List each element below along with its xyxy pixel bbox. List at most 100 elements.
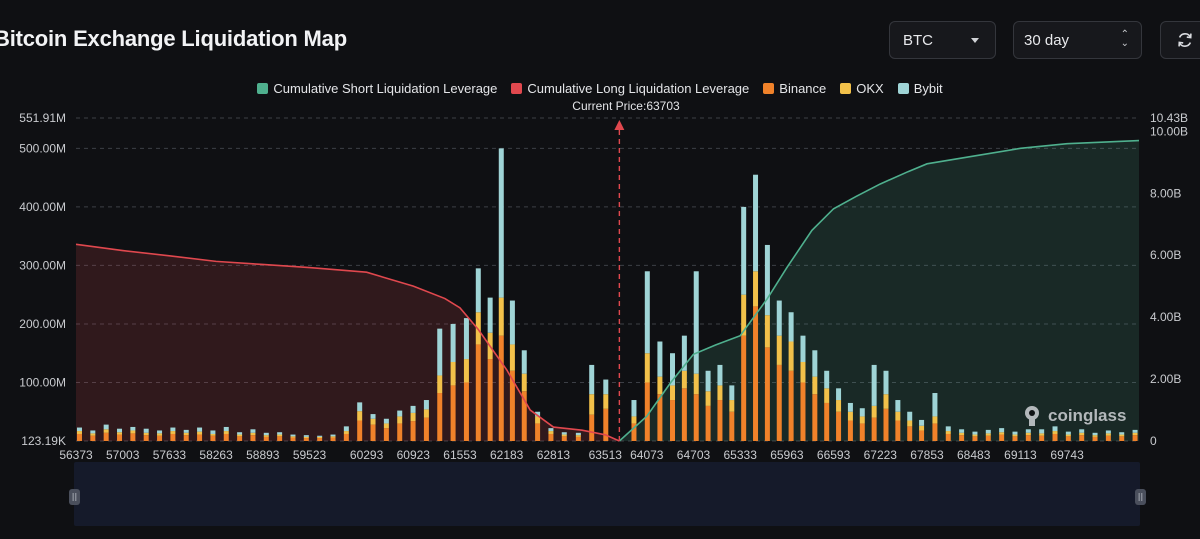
bar-bybit — [423, 400, 429, 410]
bar-bybit — [1119, 432, 1125, 435]
bar-binance — [463, 382, 469, 441]
x-tick-label: 69743 — [1050, 448, 1084, 462]
legend-label: Cumulative Long Liquidation Leverage — [527, 81, 750, 96]
x-tick-label: 58263 — [199, 448, 233, 462]
bar-bybit — [487, 297, 493, 333]
bar-bybit — [1052, 426, 1058, 432]
bar-binance — [157, 435, 163, 441]
bar-bybit — [1132, 429, 1138, 433]
x-tick-label: 67853 — [910, 448, 944, 462]
bar-binance — [498, 335, 504, 441]
bar-okx — [223, 431, 229, 434]
bar-bybit — [170, 427, 176, 432]
bar-okx — [657, 376, 663, 395]
bar-binance — [945, 433, 951, 441]
bar-okx — [859, 416, 865, 424]
x-tick-label: 62813 — [537, 448, 571, 462]
up-down-chevron-icon: ⌃ ⌄ — [1120, 29, 1129, 49]
bar-bybit — [693, 271, 699, 374]
bar-binance — [1092, 436, 1098, 441]
bar-binance — [1105, 435, 1111, 441]
bar-bybit — [223, 426, 229, 432]
bar-bybit — [76, 427, 82, 432]
refresh-button[interactable] — [1160, 21, 1200, 59]
bar-bybit — [657, 341, 663, 377]
legend-item-short[interactable]: Cumulative Short Liquidation Leverage — [257, 81, 497, 96]
y-left-tick-label: 200.00M — [19, 317, 66, 331]
bar-okx — [895, 411, 901, 421]
legend-swatch — [763, 83, 775, 94]
x-axis: 56373 57003 57633 58263 58893 59523 60293 60923… — [59, 448, 1084, 462]
bar-bybit — [932, 393, 938, 417]
bar-bybit — [681, 335, 687, 371]
zoom-handle-left[interactable]: || — [69, 489, 80, 505]
bar-bybit — [498, 148, 504, 298]
x-tick-label: 65333 — [724, 448, 758, 462]
time-range-select[interactable]: 30 day ⌃ ⌄ — [1013, 21, 1142, 59]
bar-okx — [76, 431, 82, 434]
bar-binance — [631, 423, 637, 441]
coinglass-watermark: coinglass — [1020, 404, 1126, 428]
bar-okx — [90, 433, 96, 436]
y-left-tick-label: 300.00M — [19, 258, 66, 272]
bar-binance — [800, 382, 806, 441]
bar-binance — [370, 424, 376, 441]
zoom-handle-right[interactable]: || — [1135, 489, 1146, 505]
bar-binance — [1119, 436, 1125, 441]
bar-okx — [383, 423, 389, 429]
bar-bybit — [103, 424, 109, 430]
bar-okx — [800, 361, 806, 383]
bar-binance — [932, 423, 938, 441]
bar-bybit — [717, 364, 723, 386]
bar-bybit — [812, 350, 818, 377]
bar-okx — [764, 315, 770, 348]
legend-swatch — [840, 83, 852, 94]
bar-binance — [317, 438, 323, 441]
bar-bybit — [330, 434, 336, 437]
bar-binance — [705, 405, 711, 441]
bar-okx — [945, 431, 951, 434]
bar-bybit — [450, 323, 456, 362]
bar-bybit — [463, 318, 469, 360]
zoom-slider-track[interactable] — [74, 462, 1140, 526]
bar-okx — [631, 416, 637, 424]
bar-okx — [1105, 433, 1111, 436]
coin-select[interactable]: BTC — [889, 21, 996, 59]
refresh-icon — [1178, 33, 1192, 47]
bar-binance — [330, 437, 336, 441]
bar-binance — [357, 420, 363, 441]
y-left-tick-label: 551.91M — [19, 111, 66, 125]
bar-okx — [250, 432, 256, 436]
bar-bybit — [788, 312, 794, 342]
bar-bybit — [959, 429, 965, 433]
current-price-arrow — [614, 120, 625, 130]
bar-okx — [463, 359, 469, 383]
bar-bybit — [670, 353, 676, 386]
bar-binance — [277, 436, 283, 441]
bar-okx — [959, 432, 965, 436]
bar-okx — [824, 388, 830, 403]
bar-bybit — [1025, 429, 1031, 433]
bar-binance — [1079, 435, 1085, 441]
short-line — [618, 139, 1140, 442]
bar-okx — [330, 436, 336, 438]
bar-bybit — [824, 370, 830, 389]
legend-item-binance[interactable]: Binance — [763, 81, 826, 96]
bar-binance — [535, 423, 541, 441]
bar-binance — [1025, 435, 1031, 441]
bar-binance — [410, 421, 416, 441]
bar-okx — [410, 412, 416, 422]
bar-bybit — [907, 411, 913, 421]
bar-binance — [1132, 435, 1138, 441]
legend-item-bybit[interactable]: Bybit — [897, 81, 943, 96]
bar-binance — [237, 436, 243, 441]
bar-okx — [681, 370, 687, 389]
current-price-marker — [614, 120, 625, 441]
legend-item-long[interactable]: Cumulative Long Liquidation Leverage — [511, 81, 749, 96]
bar-binance — [487, 359, 493, 441]
bar-okx — [1079, 432, 1085, 436]
coin-select-value: BTC — [903, 31, 933, 49]
legend-item-okx[interactable]: OKX — [840, 81, 884, 96]
